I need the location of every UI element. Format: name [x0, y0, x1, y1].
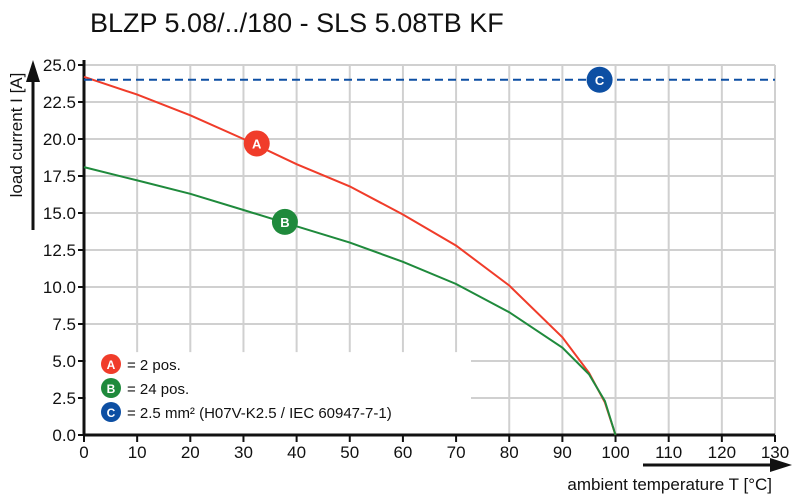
- y-tick-label: 5.0: [52, 352, 76, 371]
- legend-entry: = 2 pos.: [127, 357, 181, 374]
- legend-marker-a: [101, 354, 121, 374]
- x-tick-label: 80: [500, 443, 519, 462]
- series-marker-b: [271, 208, 298, 235]
- legend-marker-label: B: [107, 382, 116, 396]
- y-tick-label: 22.5: [43, 93, 76, 112]
- y-tick-label: 0.0: [52, 426, 76, 445]
- series-marker-c: [586, 66, 613, 93]
- series-line-b: [83, 166, 617, 436]
- legend-marker-label: C: [107, 406, 116, 420]
- series-marker-a: [243, 130, 270, 157]
- y-tick-label: 20.0: [43, 130, 76, 149]
- x-tick-label: 50: [340, 443, 359, 462]
- y-axis-label: load current I [A]: [7, 73, 26, 198]
- y-tick-label: 17.5: [43, 167, 76, 186]
- legend-marker-c: [101, 402, 121, 422]
- y-tick-label: 2.5: [52, 389, 76, 408]
- chart-title: BLZP 5.08/../180 - SLS 5.08TB KF: [90, 8, 504, 38]
- y-tick-label: 12.5: [43, 241, 76, 260]
- series-marker-label: A: [252, 136, 262, 151]
- y-tick-label: 7.5: [52, 315, 76, 334]
- y-tick-label: 15.0: [43, 204, 76, 223]
- x-tick-label: 20: [181, 443, 200, 462]
- y-tick-label: 10.0: [43, 278, 76, 297]
- series-marker-label: C: [595, 73, 605, 88]
- legend-background: [86, 352, 471, 434]
- x-tick-label: 110: [655, 443, 682, 462]
- x-axis-arrowhead: [770, 458, 792, 472]
- x-tick-label: 90: [553, 443, 572, 462]
- legend-entry: = 2.5 mm² (H07V-K2.5 / IEC 60947-7-1): [127, 405, 392, 422]
- legend-marker-b: [101, 378, 121, 398]
- series-line-a: [83, 75, 617, 436]
- x-tick-label: 130: [761, 443, 789, 462]
- x-tick-label: 60: [393, 443, 412, 462]
- x-tick-label: 0: [79, 443, 88, 462]
- x-tick-label: 100: [601, 443, 629, 462]
- legend-marker-label: A: [107, 358, 116, 372]
- y-axis-arrowhead: [26, 60, 40, 82]
- x-tick-label: 120: [708, 443, 736, 462]
- x-tick-label: 40: [287, 443, 306, 462]
- y-tick-label: 25.0: [43, 56, 76, 75]
- x-tick-label: 30: [234, 443, 253, 462]
- x-axis-label: ambient temperature T [°C]: [567, 475, 772, 494]
- legend-entry: = 24 pos.: [127, 381, 189, 398]
- x-tick-label: 70: [447, 443, 466, 462]
- series-marker-label: B: [280, 215, 289, 230]
- x-tick-label: 10: [128, 443, 147, 462]
